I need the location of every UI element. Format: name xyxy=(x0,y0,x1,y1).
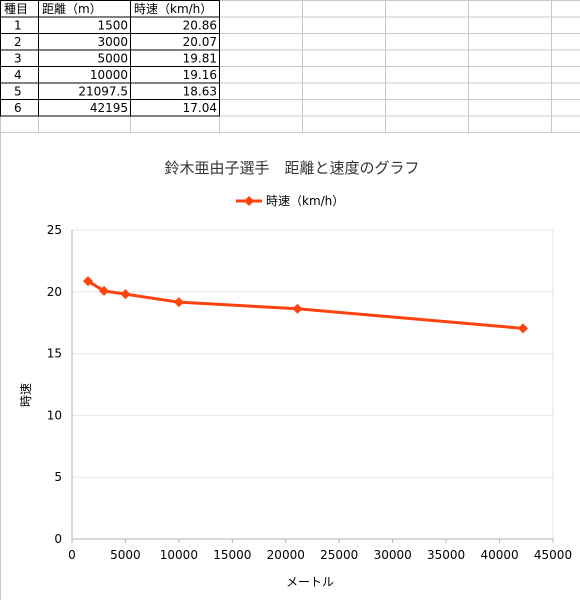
y-tick-label: 0 xyxy=(54,532,62,546)
table-cell[interactable]: 21097.5 xyxy=(78,85,128,99)
x-tick-label: 45000 xyxy=(534,548,572,562)
table-cell[interactable]: 19.81 xyxy=(183,52,217,66)
x-tick-label: 40000 xyxy=(480,548,518,562)
y-tick-label: 15 xyxy=(47,347,62,361)
table-cell[interactable]: 20.86 xyxy=(183,19,217,33)
table-cell[interactable]: 5 xyxy=(14,85,22,99)
legend: 時速（km/h） xyxy=(236,194,344,208)
data-point-marker[interactable] xyxy=(173,297,184,308)
table-cell[interactable]: 42195 xyxy=(90,101,128,115)
axes xyxy=(71,230,554,543)
table-cell[interactable]: 10000 xyxy=(90,68,128,82)
table-cell[interactable]: 4 xyxy=(14,68,22,82)
y-tick-label: 10 xyxy=(47,408,62,422)
chart-title: 鈴木亜由子選手 距離と速度のグラフ xyxy=(164,159,419,177)
table-header-cell[interactable]: 時速（km/h） xyxy=(134,2,212,16)
table-cell[interactable]: 1500 xyxy=(97,19,128,33)
y-axis-title: 時速 xyxy=(19,383,33,407)
x-tick-label: 10000 xyxy=(160,548,198,562)
line-chart[interactable]: 鈴木亜由子選手 距離と速度のグラフ 時速（km/h） 0 5000 10000 150… xyxy=(19,159,572,589)
x-tick-label: 15000 xyxy=(213,548,251,562)
x-axis-tick-labels: 0 5000 10000 15000 20000 25000 30000 35000 40000… xyxy=(68,548,572,562)
legend-diamond-marker xyxy=(244,196,254,206)
y-tick-label: 25 xyxy=(47,223,62,237)
x-tick-label: 0 xyxy=(68,548,76,562)
table-header-cell[interactable]: 種目 xyxy=(4,2,28,16)
table-cell[interactable]: 19.16 xyxy=(183,68,217,82)
table-cell[interactable]: 20.07 xyxy=(183,35,217,49)
y-tick-label: 20 xyxy=(47,285,62,299)
data-point-marker[interactable] xyxy=(120,289,131,300)
y-tick-label: 5 xyxy=(54,470,62,484)
table-cell[interactable]: 17.04 xyxy=(183,101,217,115)
data-table: 種目 距離（m） 時速（km/h） 1 1500 20.86 2 3000 20.07 3 5000… xyxy=(0,0,220,117)
plot-gridlines xyxy=(72,229,554,540)
x-tick-label: 25000 xyxy=(320,548,358,562)
table-cell[interactable]: 6 xyxy=(14,101,22,115)
table-cell[interactable]: 18.63 xyxy=(183,85,217,99)
data-point-marker[interactable] xyxy=(83,276,94,287)
data-point-marker[interactable] xyxy=(99,285,110,296)
table-cell[interactable]: 3 xyxy=(14,52,22,66)
table-header-cell[interactable]: 距離（m） xyxy=(42,2,102,16)
y-axis-tick-labels: 0 5 10 15 20 25 xyxy=(47,223,62,546)
data-point-marker[interactable] xyxy=(518,323,529,334)
x-tick-label: 5000 xyxy=(110,548,141,562)
table-cell[interactable]: 2 xyxy=(14,35,22,49)
x-axis-title: メートル xyxy=(286,575,334,589)
series xyxy=(83,276,529,334)
table-cell[interactable]: 5000 xyxy=(97,52,128,66)
table-cell[interactable]: 1 xyxy=(14,19,22,33)
legend-label: 時速（km/h） xyxy=(266,194,344,208)
x-tick-label: 20000 xyxy=(267,548,305,562)
data-point-marker[interactable] xyxy=(292,303,303,314)
table-cell[interactable]: 3000 xyxy=(97,35,128,49)
series-line xyxy=(87,279,524,330)
x-tick-label: 30000 xyxy=(374,548,412,562)
x-tick-label: 35000 xyxy=(427,548,465,562)
